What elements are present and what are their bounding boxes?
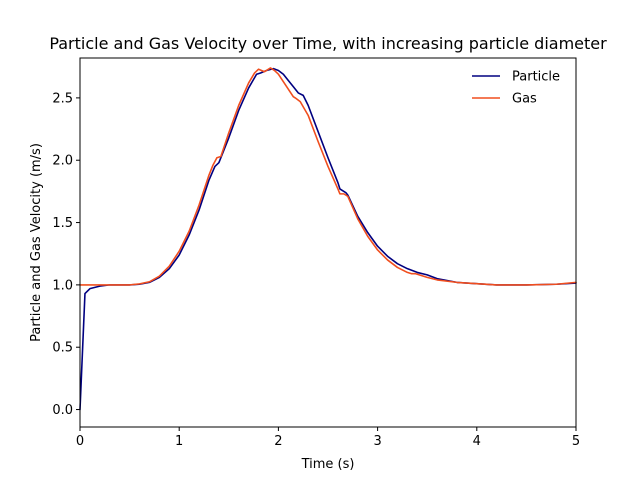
x-tick-label: 5: [572, 434, 580, 449]
y-axis-label: Particle and Gas Velocity (m/s): [29, 143, 44, 342]
legend-label-gas: Gas: [512, 92, 537, 107]
plot-series-group: [79, 67, 577, 411]
y-axis-ticks: 0.0 0.5 1.0 1.5 2.0 2.5: [52, 91, 80, 418]
y-tick-label: 1.0: [52, 278, 73, 293]
x-tick-label: 1: [175, 434, 183, 449]
x-axis-label: Time (s): [301, 457, 355, 472]
y-tick-label: 1.5: [52, 216, 73, 231]
legend: Particle Gas: [472, 70, 560, 107]
y-tick-label: 2.5: [52, 91, 73, 106]
x-axis-ticks: 0 1 2 3 4 5: [76, 427, 580, 449]
series-line-particle: [79, 67, 577, 411]
x-tick-label: 2: [274, 434, 282, 449]
legend-label-particle: Particle: [512, 70, 560, 85]
chart-title: Particle and Gas Velocity over Time, wit…: [49, 34, 607, 53]
y-tick-label: 0.5: [52, 341, 73, 356]
x-tick-label: 3: [373, 434, 381, 449]
y-tick-label: 2.0: [52, 154, 73, 169]
y-tick-label: 0.0: [52, 403, 73, 418]
x-tick-label: 4: [473, 434, 481, 449]
series-line-gas: [79, 67, 577, 286]
x-tick-label: 0: [76, 434, 84, 449]
plot-frame: [79, 57, 577, 428]
